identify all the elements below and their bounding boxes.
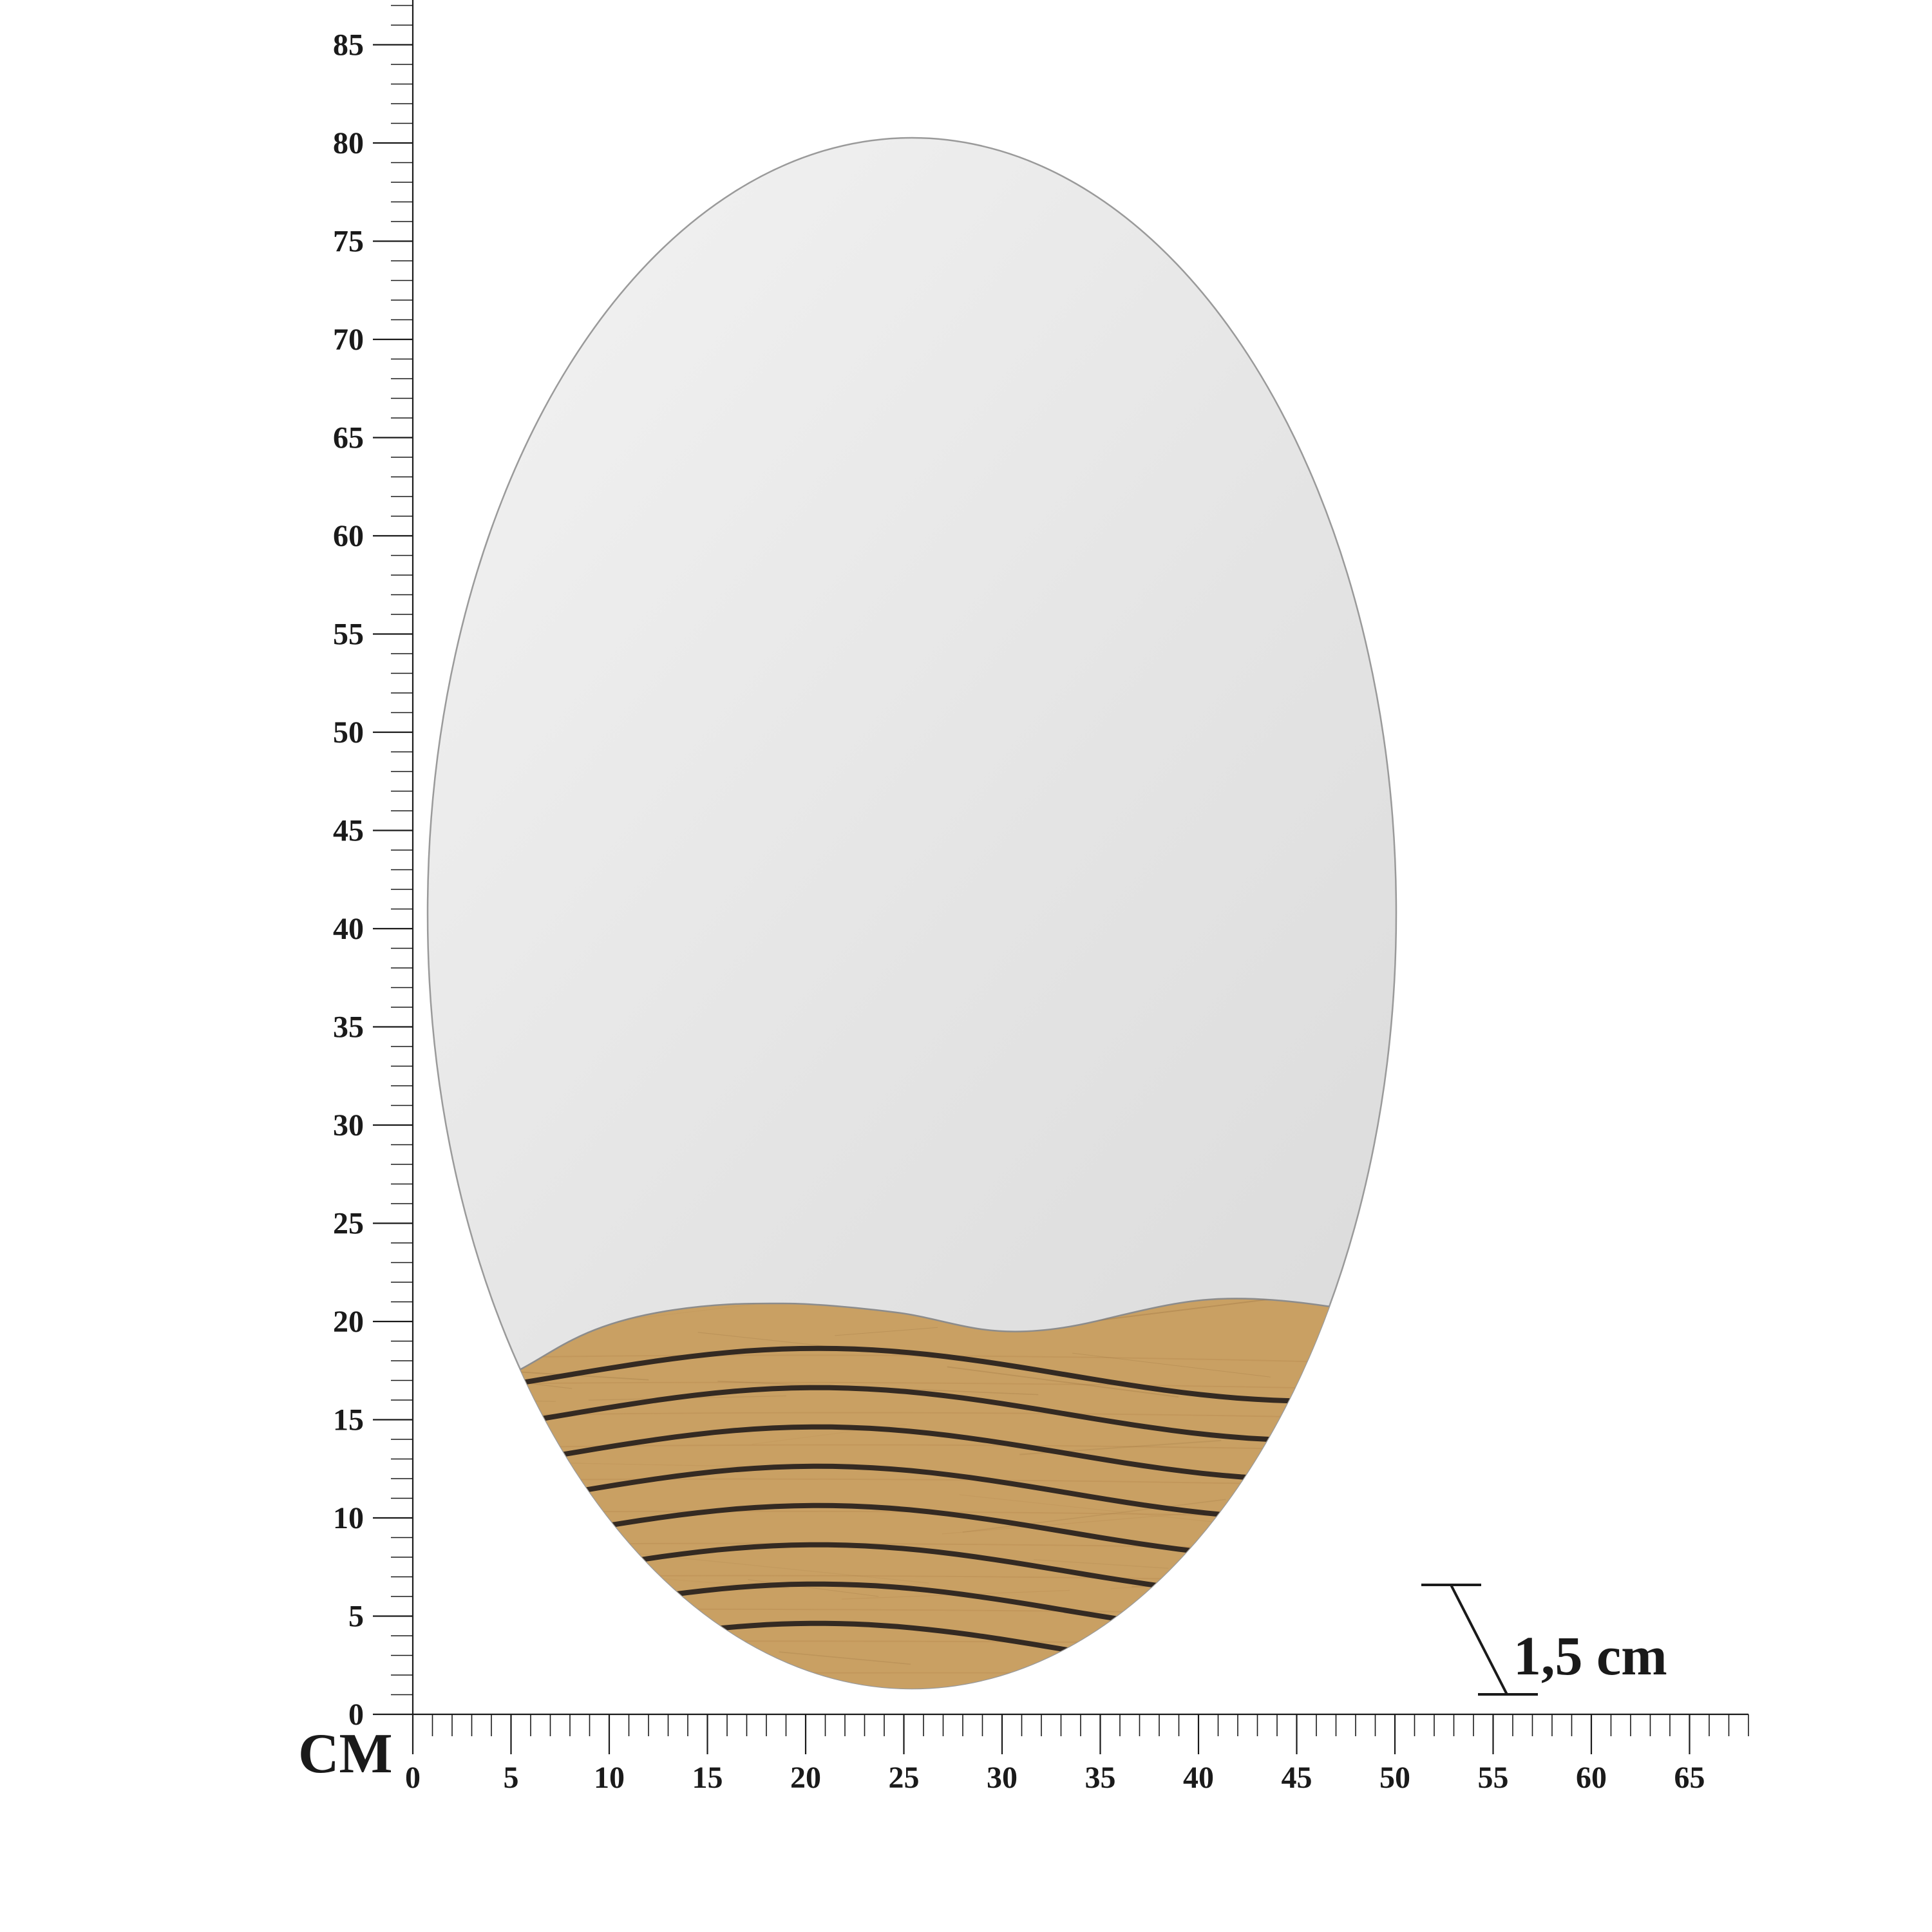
svg-text:30: 30 bbox=[333, 1108, 364, 1142]
svg-text:80: 80 bbox=[333, 126, 364, 160]
svg-text:5: 5 bbox=[504, 1761, 519, 1795]
svg-text:45: 45 bbox=[333, 814, 364, 848]
svg-text:60: 60 bbox=[333, 519, 364, 553]
svg-text:1,5 cm: 1,5 cm bbox=[1513, 1625, 1667, 1687]
svg-text:45: 45 bbox=[1282, 1761, 1312, 1795]
svg-text:20: 20 bbox=[333, 1305, 364, 1339]
svg-text:15: 15 bbox=[692, 1761, 723, 1795]
svg-text:40: 40 bbox=[1183, 1761, 1214, 1795]
svg-text:CM: CM bbox=[298, 1723, 393, 1785]
svg-text:25: 25 bbox=[889, 1761, 920, 1795]
svg-text:65: 65 bbox=[1674, 1761, 1705, 1795]
svg-text:85: 85 bbox=[333, 28, 364, 62]
svg-text:60: 60 bbox=[1576, 1761, 1607, 1795]
svg-text:35: 35 bbox=[1085, 1761, 1116, 1795]
svg-text:15: 15 bbox=[333, 1403, 364, 1437]
svg-text:0: 0 bbox=[405, 1761, 421, 1795]
svg-text:20: 20 bbox=[790, 1761, 821, 1795]
svg-text:75: 75 bbox=[333, 225, 364, 259]
svg-text:30: 30 bbox=[987, 1761, 1018, 1795]
svg-text:70: 70 bbox=[333, 323, 364, 357]
svg-text:55: 55 bbox=[333, 618, 364, 652]
svg-text:10: 10 bbox=[594, 1761, 625, 1795]
svg-text:35: 35 bbox=[333, 1010, 364, 1045]
svg-text:65: 65 bbox=[333, 421, 364, 455]
svg-text:25: 25 bbox=[333, 1207, 364, 1241]
svg-text:40: 40 bbox=[333, 912, 364, 946]
svg-text:50: 50 bbox=[333, 715, 364, 750]
svg-text:50: 50 bbox=[1379, 1761, 1410, 1795]
svg-text:55: 55 bbox=[1478, 1761, 1509, 1795]
svg-text:10: 10 bbox=[333, 1501, 364, 1535]
svg-text:5: 5 bbox=[348, 1600, 364, 1634]
